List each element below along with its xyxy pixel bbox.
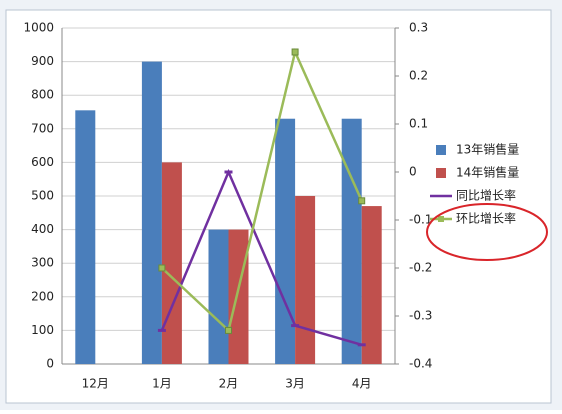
y2-tick-label: -0.1 xyxy=(409,213,432,227)
y-tick-label: 700 xyxy=(31,121,54,135)
legend-label: 14年销售量 xyxy=(456,165,519,180)
y-tick-label: 500 xyxy=(31,189,54,203)
line xyxy=(161,48,363,333)
y-tick-label: 200 xyxy=(31,289,54,303)
marker xyxy=(158,264,166,272)
y2-tick-label: 0.3 xyxy=(409,21,428,35)
bar xyxy=(141,61,162,364)
y2-tick-label: -0.4 xyxy=(409,357,432,371)
bar xyxy=(341,118,362,364)
x-tick-label: 1月 xyxy=(152,377,172,391)
bar xyxy=(295,196,316,364)
y2-tick-label: -0.2 xyxy=(409,261,432,275)
bar xyxy=(361,206,382,364)
x-tick-label: 2月 xyxy=(219,377,239,391)
bar xyxy=(208,229,229,364)
line xyxy=(160,168,363,347)
x-tick-label: 3月 xyxy=(285,377,305,391)
y-tick-label: 100 xyxy=(31,323,54,337)
bar xyxy=(75,110,96,364)
highlight-circle xyxy=(426,203,548,261)
x-tick-label: 12月 xyxy=(82,377,109,391)
bar xyxy=(228,229,249,364)
y-tick-label: 400 xyxy=(31,222,54,236)
y2-tick-label: 0.2 xyxy=(409,69,428,83)
y-tick-label: 800 xyxy=(31,88,54,102)
legend-swatch xyxy=(436,168,446,178)
legend-label: 同比增长率 xyxy=(456,188,516,203)
y-tick-label: 600 xyxy=(31,155,54,169)
bar xyxy=(275,118,296,364)
y2-tick-label: 0 xyxy=(409,165,417,179)
y-tick-label: 900 xyxy=(31,54,54,68)
marker xyxy=(291,48,299,56)
y2-tick-label: -0.3 xyxy=(409,309,432,323)
y-tick-label: 0 xyxy=(46,357,54,371)
legend-label: 环比增长率 xyxy=(456,211,516,226)
legend-label: 13年销售量 xyxy=(456,142,519,157)
marker xyxy=(225,326,232,334)
y-tick-label: 1000 xyxy=(23,21,54,35)
y-tick-label: 300 xyxy=(31,256,54,270)
x-tick-label: 4月 xyxy=(352,377,372,391)
legend-swatch xyxy=(436,145,446,155)
bar xyxy=(161,162,182,364)
legend-marker xyxy=(438,216,444,222)
marker xyxy=(358,197,366,205)
y2-tick-label: 0.1 xyxy=(409,117,428,131)
